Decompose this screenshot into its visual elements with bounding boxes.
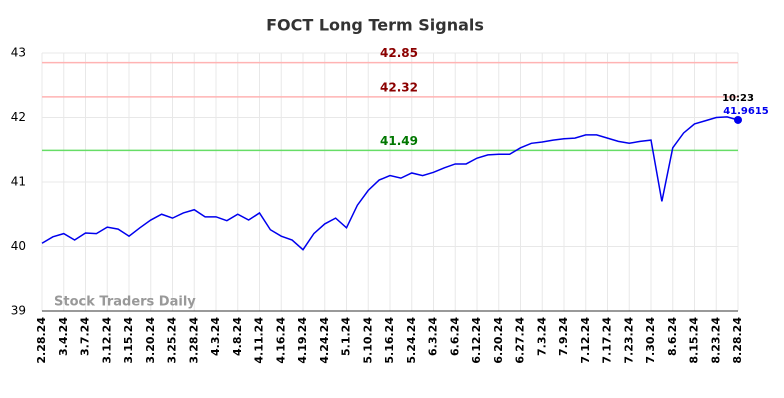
x-tick-label: 4.19.24 <box>296 317 309 364</box>
x-tick-label: 6.6.24 <box>448 317 461 356</box>
x-tick-label: 3.7.24 <box>79 317 92 356</box>
x-tick-label: 2.28.24 <box>35 317 48 364</box>
x-tick-label: 7.9.24 <box>557 317 570 356</box>
x-tick-label: 6.12.24 <box>470 317 483 364</box>
series-line <box>41 116 739 251</box>
x-tick-label: 6.20.24 <box>492 317 505 364</box>
x-tick-label: 3.4.24 <box>57 317 70 356</box>
reference-label: 42.85 <box>380 46 418 60</box>
x-tick-label: 7.23.24 <box>622 317 635 364</box>
x-tick-label: 8.15.24 <box>688 317 701 364</box>
x-tick-label: 4.3.24 <box>209 317 222 356</box>
x-tick-label: 3.12.24 <box>100 317 113 364</box>
reference-label: 42.32 <box>380 80 418 94</box>
x-tick-label: 6.3.24 <box>427 317 440 356</box>
x-tick-label: 4.16.24 <box>274 317 287 364</box>
chart-title: FOCT Long Term Signals <box>266 16 484 35</box>
y-tick-label: 42 <box>11 110 26 124</box>
x-tick-label: 6.27.24 <box>514 317 527 364</box>
x-tick-label: 7.30.24 <box>644 317 657 364</box>
x-tick-label: 3.28.24 <box>187 317 200 364</box>
y-tick-label: 39 <box>11 304 26 318</box>
y-tick-label: 40 <box>11 239 26 253</box>
x-tick-label: 8.6.24 <box>666 317 679 356</box>
last-point <box>734 115 742 124</box>
x-tick-label: 7.3.24 <box>535 317 548 356</box>
x-tick-label: 8.28.24 <box>731 317 744 364</box>
x-tick-label: 5.16.24 <box>383 317 396 364</box>
x-tick-label: 3.25.24 <box>166 317 179 364</box>
reference-label: 41.49 <box>380 134 418 148</box>
y-tick-label: 43 <box>11 46 26 60</box>
last-value: 41.9615 <box>723 106 769 117</box>
last-time: 10:23 <box>722 93 754 104</box>
x-tick-label: 7.17.24 <box>601 317 614 364</box>
x-tick-label: 4.11.24 <box>253 317 266 364</box>
x-tick-label: 7.12.24 <box>579 317 592 364</box>
x-tick-label: 8.23.24 <box>709 317 722 364</box>
x-tick-label: 5.1.24 <box>340 317 353 356</box>
watermark: Stock Traders Daily <box>54 295 196 310</box>
x-tick-label: 5.24.24 <box>405 317 418 364</box>
x-tick-label: 5.10.24 <box>361 317 374 364</box>
x-tick-label: 3.20.24 <box>144 317 157 364</box>
x-tick-label: 3.15.24 <box>122 317 135 364</box>
x-tick-label: 4.24.24 <box>318 317 331 364</box>
x-tick-label: 4.8.24 <box>231 317 244 356</box>
y-tick-label: 41 <box>11 175 26 189</box>
